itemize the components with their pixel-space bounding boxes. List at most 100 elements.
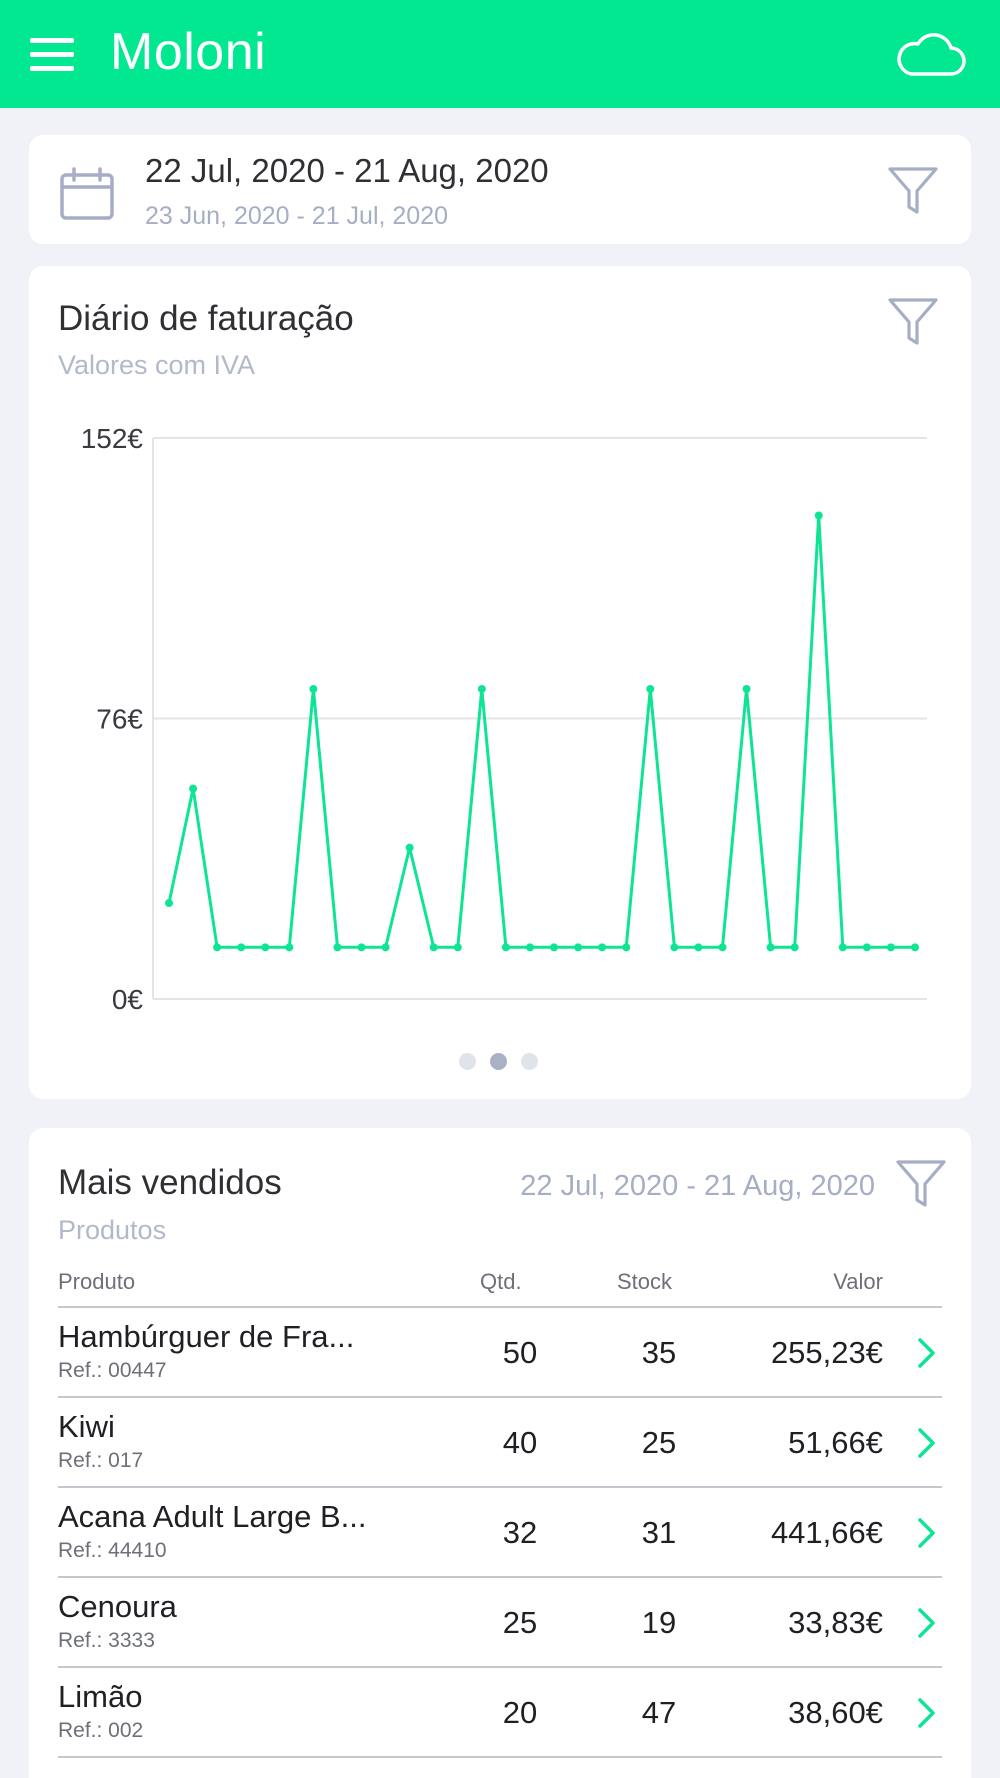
top-sellers-date-range: 22 Jul, 2020 - 21 Aug, 2020 (520, 1170, 875, 1202)
product-name: Limão (58, 1679, 143, 1714)
filter-icon[interactable] (887, 165, 939, 217)
pager-dot-active[interactable] (490, 1053, 507, 1070)
data-point[interactable] (646, 684, 655, 693)
product-ref: Ref.: 44410 (58, 1539, 167, 1562)
chevron-right-icon[interactable] (914, 1606, 940, 1640)
compare-date-range: 23 Jun, 2020 - 21 Jul, 2020 (145, 202, 449, 230)
product-stock: 19 (641, 1605, 677, 1640)
calendar-icon (60, 167, 114, 220)
product-value: 255,23€ (770, 1335, 883, 1370)
data-point[interactable] (718, 943, 727, 952)
pager-dot[interactable] (521, 1053, 538, 1070)
top-sellers-table: Produto Qtd. Stock Valor Hambúrguer de F… (58, 1264, 942, 1758)
data-point[interactable] (333, 943, 342, 952)
table-row[interactable]: Acana Adult Large B... Ref.: 44410 32 31 441… (58, 1488, 942, 1578)
product-stock: 25 (641, 1425, 677, 1460)
data-point[interactable] (814, 511, 823, 520)
chevron-right-icon[interactable] (914, 1696, 940, 1730)
table-row[interactable]: Kiwi Ref.: 017 40 25 51,66€ (58, 1398, 942, 1488)
product-value: 33,83€ (788, 1605, 883, 1640)
chart-filter-icon[interactable] (887, 296, 939, 348)
column-product: Produto (58, 1269, 136, 1294)
date-range: 22 Jul, 2020 - 21 Aug, 2020 (145, 152, 549, 189)
chevron-right-icon[interactable] (914, 1426, 940, 1460)
column-stock: Stock (617, 1269, 673, 1294)
data-point[interactable] (357, 943, 366, 952)
data-point[interactable] (886, 943, 895, 952)
y-tick-label: 0€ (112, 984, 144, 1015)
data-point[interactable] (766, 943, 775, 952)
chevron-right-icon[interactable] (914, 1516, 940, 1550)
data-point[interactable] (213, 943, 222, 952)
product-stock: 31 (641, 1515, 677, 1550)
table-row[interactable]: Limão Ref.: 002 20 47 38,60€ (58, 1668, 942, 1758)
top-sellers-filter-icon[interactable] (895, 1158, 947, 1210)
product-value: 38,60€ (788, 1695, 883, 1730)
product-ref: Ref.: 017 (58, 1449, 144, 1472)
top-sellers-title: Mais vendidos (58, 1163, 282, 1202)
product-qty: 50 (502, 1335, 538, 1370)
table-header: Produto Qtd. Stock Valor (58, 1264, 942, 1308)
product-ref: Ref.: 3333 (58, 1629, 155, 1652)
data-point[interactable] (189, 784, 198, 793)
data-point[interactable] (285, 943, 294, 952)
date-filter-card[interactable]: 22 Jul, 2020 - 21 Aug, 2020 23 Jun, 2020… (29, 135, 971, 244)
table-row[interactable]: Hambúrguer de Fra... Ref.: 00447 50 35 255,2… (58, 1308, 942, 1398)
data-point[interactable] (405, 843, 414, 852)
pager-dot[interactable] (459, 1053, 476, 1070)
line-chart: 0€ 76€ 152€ (81, 423, 927, 1015)
data-point[interactable] (911, 943, 919, 952)
app-title: Moloni (110, 23, 267, 81)
product-stock: 35 (641, 1335, 677, 1370)
data-point[interactable] (381, 943, 390, 952)
product-qty: 25 (502, 1605, 538, 1640)
product-name: Hambúrguer de Fra... (58, 1319, 355, 1354)
product-ref: Ref.: 00447 (58, 1359, 167, 1382)
data-point[interactable] (165, 899, 173, 908)
data-point[interactable] (525, 943, 534, 952)
product-qty: 20 (502, 1695, 538, 1730)
top-sellers-card: Mais vendidos Produtos 22 Jul, 2020 - 21… (29, 1128, 971, 1778)
product-qty: 40 (502, 1425, 538, 1460)
hamburger-menu-icon[interactable] (30, 38, 74, 72)
data-point[interactable] (453, 943, 462, 952)
data-point[interactable] (550, 943, 559, 952)
data-point[interactable] (309, 684, 318, 693)
data-point[interactable] (429, 943, 438, 952)
chart-title: Diário de faturação (58, 299, 354, 338)
product-stock: 47 (641, 1695, 677, 1730)
data-point[interactable] (237, 943, 246, 952)
product-qty: 32 (502, 1515, 538, 1550)
app-bar: Moloni (0, 0, 1000, 108)
data-point[interactable] (501, 943, 510, 952)
data-point[interactable] (838, 943, 847, 952)
billing-chart-card: Diário de faturação Valores com IVA 0€ 76… (29, 266, 971, 1099)
data-point[interactable] (670, 943, 679, 952)
data-point[interactable] (790, 943, 799, 952)
column-qty: Qtd. (480, 1269, 522, 1294)
data-point[interactable] (862, 943, 871, 952)
data-point[interactable] (742, 684, 751, 693)
column-value: Valor (833, 1269, 883, 1294)
product-value: 51,66€ (788, 1425, 883, 1460)
series-line (167, 515, 915, 949)
chart-subtitle: Valores com IVA (58, 350, 256, 380)
table-row[interactable]: Cenoura Ref.: 3333 25 19 33,83€ (58, 1578, 942, 1668)
data-point[interactable] (261, 943, 270, 952)
cloud-icon[interactable] (893, 30, 967, 78)
product-name: Kiwi (58, 1409, 115, 1444)
data-point[interactable] (477, 684, 486, 693)
top-sellers-subtitle: Produtos (58, 1215, 167, 1245)
product-ref: Ref.: 002 (58, 1719, 144, 1742)
chevron-right-icon[interactable] (914, 1336, 940, 1370)
data-point[interactable] (622, 943, 631, 952)
data-point[interactable] (694, 943, 703, 952)
y-tick-label: 152€ (81, 423, 144, 454)
data-point[interactable] (574, 943, 583, 952)
y-tick-label: 76€ (96, 704, 143, 735)
product-name: Acana Adult Large B... (58, 1499, 367, 1534)
product-name: Cenoura (58, 1589, 177, 1624)
data-point[interactable] (598, 943, 607, 952)
chart-pager (29, 1053, 971, 1073)
product-value: 441,66€ (770, 1515, 883, 1550)
